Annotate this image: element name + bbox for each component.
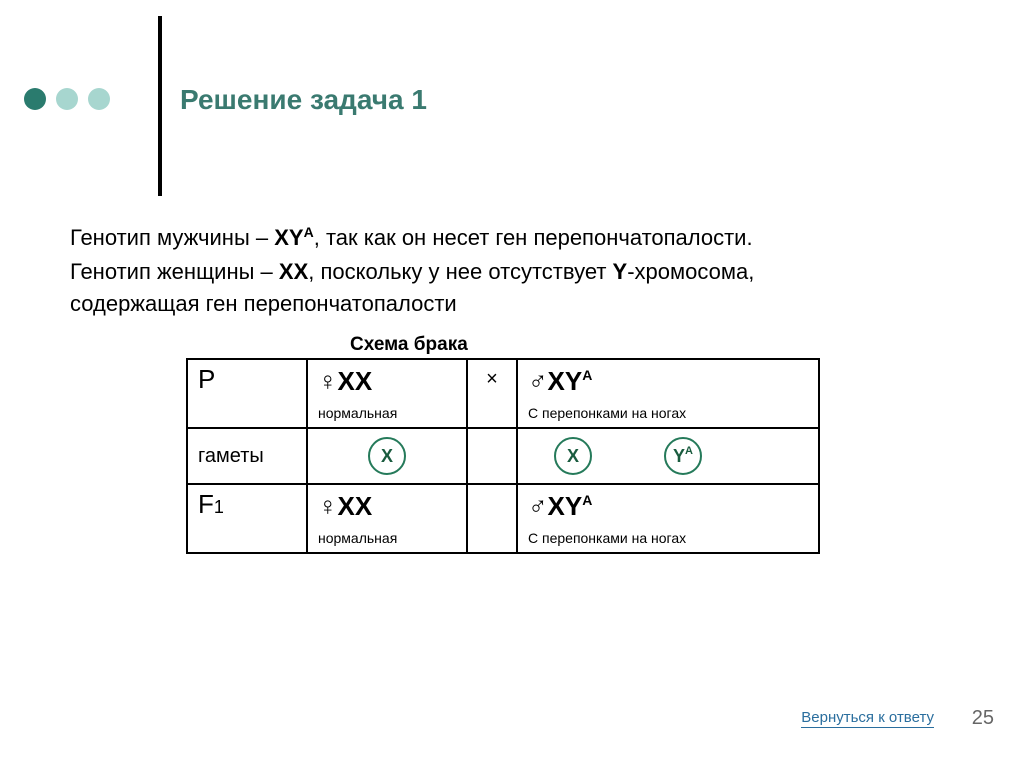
cell-f1-female: ♀ХХ нормальная: [308, 485, 468, 552]
gamete-ya-sup: A: [685, 445, 693, 457]
p-female-geno: ♀ХХ: [318, 366, 372, 396]
gamete-ya-base: Y: [673, 446, 685, 467]
cell-g-male: X YA: [518, 429, 818, 485]
p-female-sub: нормальная: [318, 405, 456, 421]
label-f1: F1: [188, 485, 308, 552]
para-line1a: Генотип мужчины –: [70, 225, 274, 250]
back-to-answer-link[interactable]: Вернуться к ответу: [801, 709, 934, 728]
f1-female-sub: нормальная: [318, 530, 456, 546]
cell-g-spacer: [468, 429, 518, 485]
p-male-sub: С перепонками на ногах: [528, 405, 808, 421]
table-row-gametes: гаметы X X YA: [188, 429, 818, 485]
f1-male-geno: XY: [548, 491, 583, 521]
cross-table: Р ♀ХХ нормальная × ♂XYA С перепонками на…: [186, 358, 820, 554]
f1-male-sub: С перепонками на ногах: [528, 530, 808, 546]
para-sup-a: A: [304, 224, 314, 240]
f1-female-geno: ♀ХХ: [318, 491, 372, 521]
cell-p-cross: ×: [468, 360, 518, 429]
cell-f1-male: ♂XYA С перепонками на ногах: [518, 485, 818, 552]
gamete-x-1: X: [368, 437, 406, 475]
para-line2b: , поскольку у нее отсутствует: [308, 259, 612, 284]
f1-sub: 1: [214, 497, 224, 517]
gamete-ya: YA: [664, 437, 702, 475]
slide-dots: [24, 88, 110, 110]
table-title: Схема брака: [350, 334, 468, 356]
cell-g-female: X: [308, 429, 468, 485]
p-male-sym: ♂: [528, 366, 548, 396]
para-line1b: , так как он несет ген перепончатопалост…: [314, 225, 753, 250]
dot-3: [88, 88, 110, 110]
para-line2c: -хромосома,: [627, 259, 754, 284]
para-xx: ХХ: [279, 259, 308, 284]
title-divider: [158, 16, 162, 196]
label-gametes: гаметы: [188, 429, 308, 485]
slide-title: Решение задача 1: [180, 84, 427, 116]
f1-base: F: [198, 489, 214, 519]
p-male-sup: A: [582, 367, 592, 383]
para-y: Y: [613, 259, 628, 284]
p-male-geno: XY: [548, 366, 583, 396]
f1-male-sup: A: [582, 492, 592, 508]
table-row-f1: F1 ♀ХХ нормальная ♂XYA С перепонками на …: [188, 485, 818, 552]
cell-f1-spacer: [468, 485, 518, 552]
dot-2: [56, 88, 78, 110]
genotype-paragraph: Генотип мужчины – XYA, так как он несет …: [70, 222, 950, 320]
f1-male-sym: ♂: [528, 491, 548, 521]
dot-1: [24, 88, 46, 110]
cell-p-female: ♀ХХ нормальная: [308, 360, 468, 429]
para-line3: содержащая ген перепончатопалости: [70, 291, 457, 316]
para-xy: XY: [274, 225, 303, 250]
para-line2a: Генотип женщины –: [70, 259, 279, 284]
table-row-p: Р ♀ХХ нормальная × ♂XYA С перепонками на…: [188, 360, 818, 429]
gamete-x-2: X: [554, 437, 592, 475]
page-number: 25: [972, 707, 994, 730]
cell-p-male: ♂XYA С перепонками на ногах: [518, 360, 818, 429]
label-p: Р: [188, 360, 308, 429]
